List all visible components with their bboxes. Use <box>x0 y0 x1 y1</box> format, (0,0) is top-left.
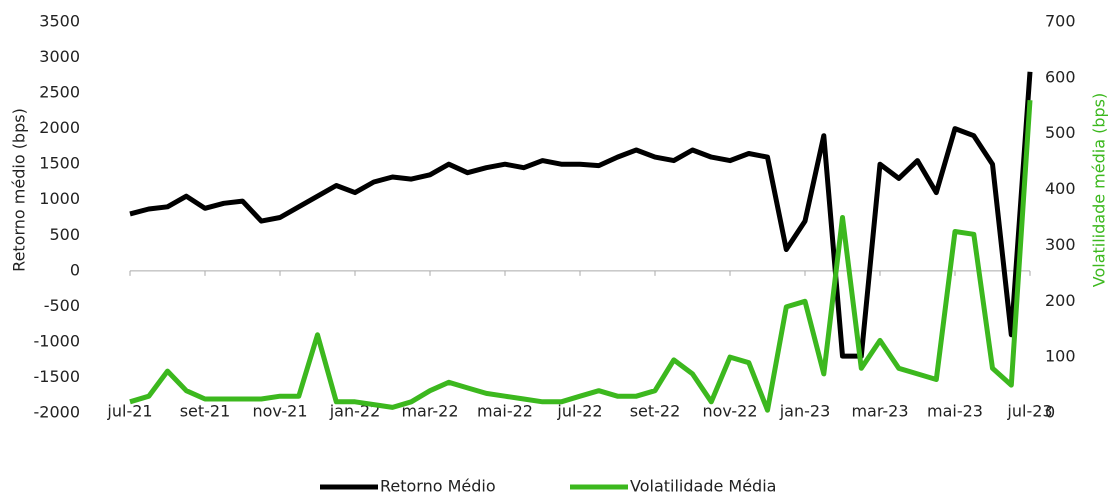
y-tick-label: -500 <box>44 296 80 315</box>
line-series <box>129 71 1033 359</box>
y2-tick-label: 600 <box>1045 67 1076 86</box>
x-tick-label: mai-22 <box>477 402 533 421</box>
x-tick-label: mar-23 <box>851 402 908 421</box>
x-tick-label: nov-21 <box>252 402 307 421</box>
y-tick-label: 3500 <box>39 12 80 31</box>
legend-label: Retorno Médio <box>380 477 496 496</box>
y-tick-label: 1500 <box>39 154 80 173</box>
x-tick-label: set-21 <box>180 402 231 421</box>
x-tick-label: mar-22 <box>401 402 458 421</box>
x-tick-label: mai-23 <box>927 402 983 421</box>
x-tick-label: nov-22 <box>702 402 757 421</box>
y-axis-label: Retorno médio (bps) <box>10 108 29 272</box>
y-tick-label: 500 <box>49 225 80 244</box>
legend-label: Volatilidade Média <box>630 477 776 496</box>
y-tick-label: -1500 <box>34 367 81 386</box>
y-tick-label: 3000 <box>39 47 80 66</box>
line-series <box>129 100 1033 413</box>
y-tick-label: -2000 <box>34 403 81 422</box>
y2-tick-label: 200 <box>1045 291 1076 310</box>
y-tick-label: 2500 <box>39 83 80 102</box>
y-tick-label: 2000 <box>39 118 80 137</box>
y-tick-label: 1000 <box>39 189 80 208</box>
y-tick-label: 0 <box>70 260 80 279</box>
y2-tick-label: 100 <box>1045 347 1076 366</box>
x-tick-label: jan-23 <box>779 402 831 421</box>
y2-tick-label: 400 <box>1045 179 1076 198</box>
x-tick-label: jul-23 <box>1006 402 1052 421</box>
y-tick-label: -1000 <box>34 331 81 350</box>
x-tick-label: set-22 <box>630 402 681 421</box>
y2-axis-label: Volatilidade média (bps) <box>1090 93 1109 287</box>
y2-tick-label: 300 <box>1045 235 1076 254</box>
y2-tick-label: 0 <box>1045 403 1055 422</box>
x-tick-label: jul-22 <box>556 402 602 421</box>
y2-tick-label: 700 <box>1045 12 1076 31</box>
x-tick-label: jan-22 <box>329 402 381 421</box>
y2-tick-label: 500 <box>1045 123 1076 142</box>
x-tick-label: jul-21 <box>106 402 152 421</box>
